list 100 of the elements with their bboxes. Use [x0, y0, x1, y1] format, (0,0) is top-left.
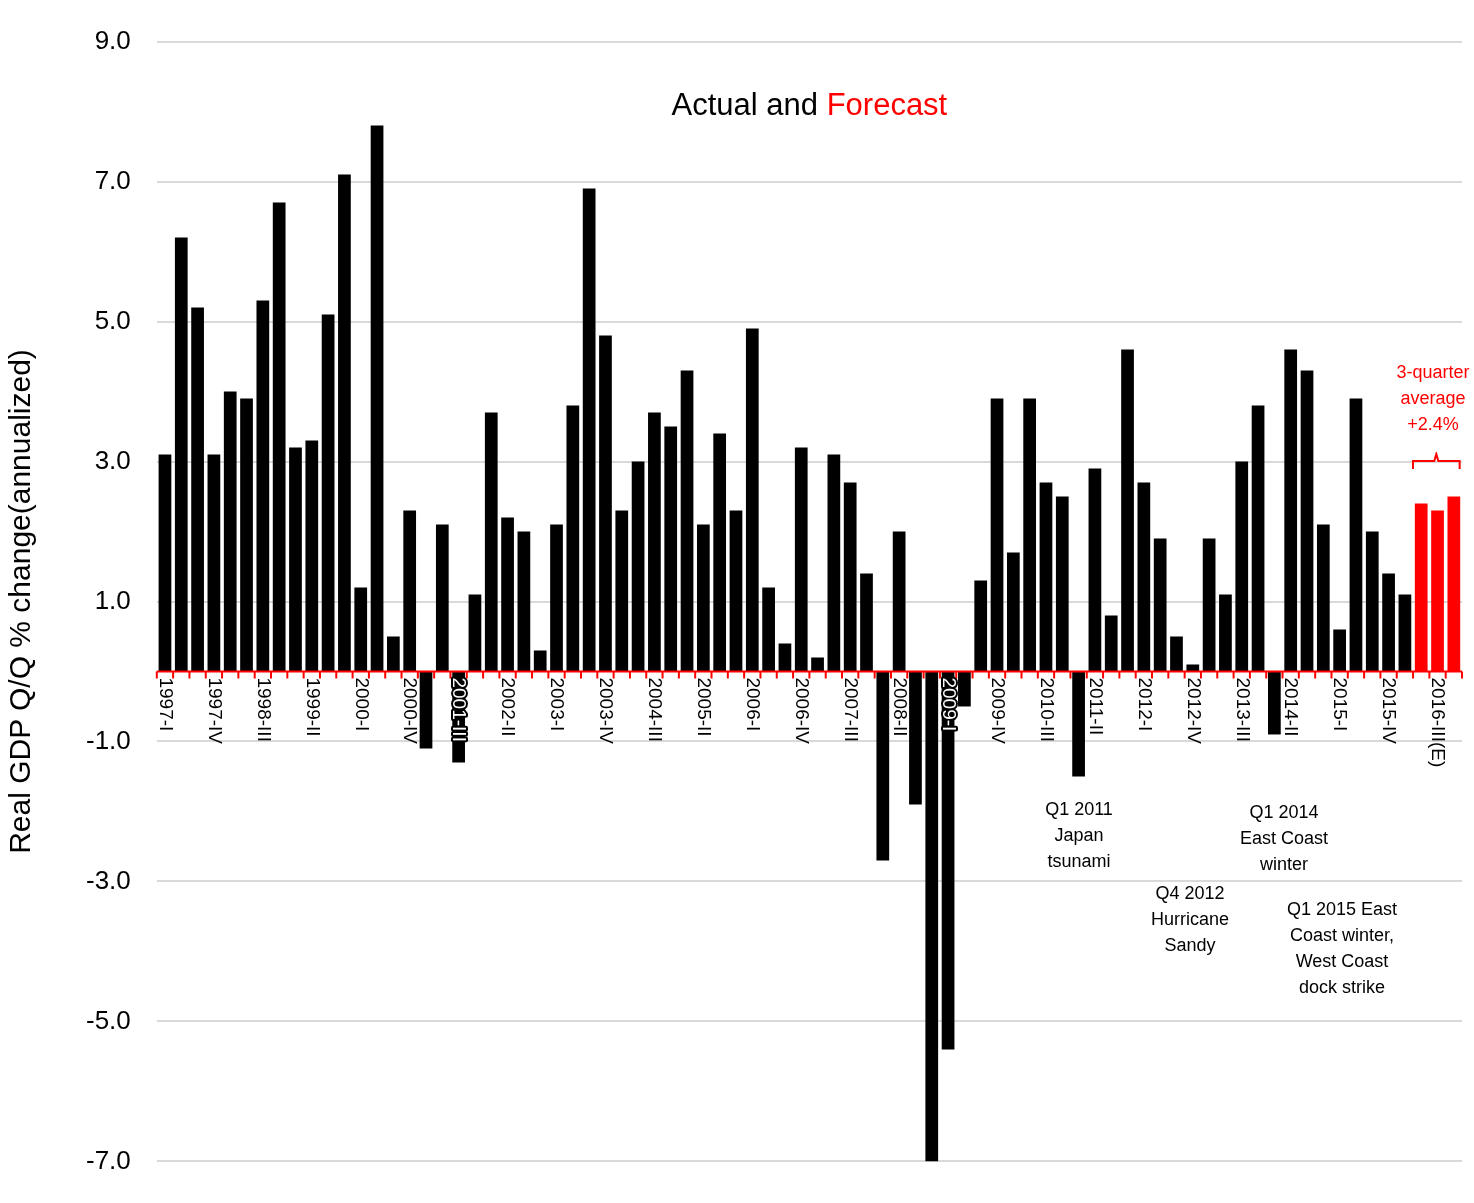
y-tick-label: 3.0: [94, 444, 131, 475]
bar: [892, 531, 906, 672]
bar: [240, 398, 253, 672]
x-tick-label: 2012-I: [1134, 677, 1156, 732]
bar: [1268, 671, 1281, 735]
bar: [745, 328, 759, 672]
bar: [958, 671, 971, 707]
bar: [1382, 573, 1395, 672]
x-tick-label: 1998-III: [253, 677, 275, 742]
bar: [1006, 552, 1020, 672]
bar: [387, 636, 400, 672]
bar: [1137, 482, 1151, 672]
y-tick-label: -3.0: [85, 864, 131, 895]
bar: [696, 524, 710, 672]
bar: [1039, 482, 1053, 672]
bar: [974, 580, 988, 672]
x-tick-label: 2004-III: [645, 677, 667, 742]
bar: [1365, 531, 1379, 672]
bar: [582, 188, 596, 672]
annotation: Q4 2012 Hurricane Sandy: [1150, 882, 1230, 957]
bar: [272, 202, 286, 672]
y-tick-label: 1.0: [94, 584, 131, 615]
bar: [501, 517, 514, 672]
x-tick-label: 2003-IV: [596, 677, 618, 745]
bar: [484, 412, 498, 672]
x-tick-label: 1997-IV: [204, 677, 226, 745]
bar: [550, 524, 563, 672]
annotation: Q1 2011 Japan tsunami: [1044, 798, 1114, 873]
bar: [223, 391, 237, 672]
bar: [321, 314, 335, 672]
bar: [338, 174, 351, 672]
y-tick-label: -5.0: [85, 1004, 131, 1035]
bar: [876, 671, 890, 861]
bar: [631, 461, 645, 672]
y-tick-label: -1.0: [85, 724, 131, 755]
bar: [256, 300, 270, 672]
bar: [1219, 594, 1232, 672]
bar: [370, 125, 384, 672]
y-tick-label: 5.0: [94, 304, 131, 335]
x-tick-label: 2009-IV: [987, 677, 1009, 745]
annotation: 3-quarter average +2.4%: [1395, 361, 1471, 436]
bar: [533, 650, 547, 672]
bar: [909, 671, 922, 805]
bar: [305, 440, 319, 672]
bar: [680, 370, 694, 672]
bar: [1088, 468, 1102, 672]
bar: [158, 454, 172, 672]
x-tick-label: 2014-II: [1281, 677, 1303, 737]
x-tick-label: 2003-I: [547, 677, 569, 732]
x-tick-label: 2007-III: [840, 677, 862, 742]
bar: [794, 447, 808, 672]
bar: [713, 433, 727, 672]
bar: [615, 510, 629, 672]
y-tick-label: 9.0: [94, 24, 131, 55]
bar: [1398, 594, 1412, 672]
bar: [1153, 538, 1167, 672]
bar: [648, 412, 661, 672]
x-tick-label: 2008-II: [889, 677, 911, 737]
bar: [1251, 405, 1265, 672]
x-tick-label: 2009-I: [938, 677, 960, 732]
bar: [1316, 524, 1330, 672]
bar: [925, 671, 939, 1162]
y-axis-title: Real GDP Q/Q % change(annualized): [3, 349, 37, 854]
x-tick-label: 2013-III: [1232, 677, 1254, 742]
x-tick-label: 2016-III(E): [1428, 677, 1450, 768]
bar: [664, 426, 678, 672]
bar: [566, 405, 580, 672]
bar: [827, 454, 841, 672]
bar: [289, 447, 302, 672]
bar: [1202, 538, 1216, 672]
bar: [778, 643, 792, 672]
bar: [843, 482, 857, 672]
bar: [599, 335, 612, 672]
x-tick-label: 2012-IV: [1183, 677, 1205, 745]
bar: [1170, 636, 1183, 672]
bar: [403, 510, 417, 672]
bar: [468, 594, 482, 672]
x-tick-label: 1999-II: [302, 677, 324, 737]
bar: [729, 510, 743, 672]
x-tick-label: 2015-IV: [1379, 677, 1401, 745]
bar: [1333, 629, 1346, 672]
bar: [762, 587, 775, 672]
x-tick-label: 2015-I: [1330, 677, 1352, 732]
bar: [517, 531, 531, 672]
bar: [1104, 615, 1118, 672]
bar: [1235, 461, 1249, 672]
bar: [419, 671, 433, 749]
bar: [811, 657, 824, 672]
x-tick-label: 2005-II: [694, 677, 716, 737]
y-tick-label: 7.0: [94, 164, 131, 195]
x-tick-label: 2002-II: [498, 677, 520, 737]
bar: [435, 524, 449, 672]
bar: [191, 307, 204, 672]
bar: [1023, 398, 1037, 672]
bar: [1349, 398, 1363, 672]
bar: [1072, 671, 1085, 777]
bar: [207, 454, 221, 672]
x-tick-label: 2000-IV: [400, 677, 422, 745]
bar: [1284, 349, 1298, 672]
bar: [174, 237, 188, 672]
